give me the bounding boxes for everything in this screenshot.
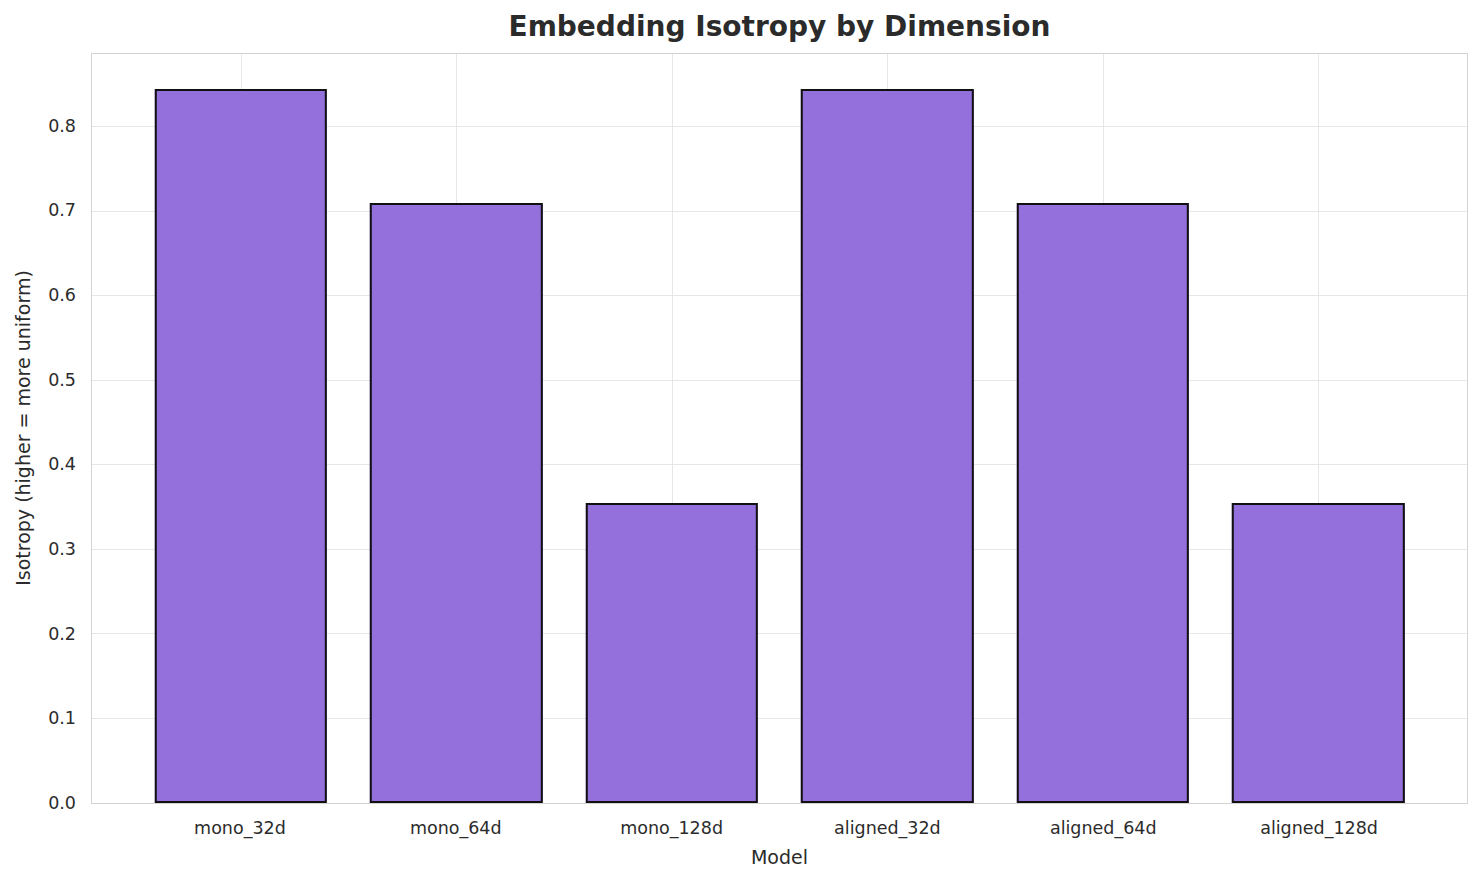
- y-tick-label: 0.6: [48, 287, 76, 305]
- x-tick-label: aligned_64d: [1050, 818, 1157, 838]
- bar-mono_64d: [370, 203, 542, 803]
- x-axis-label: Model: [91, 846, 1468, 868]
- x-tick-label: mono_64d: [410, 818, 502, 838]
- bar-aligned_32d: [801, 89, 973, 803]
- y-tick-label: 0.0: [48, 795, 76, 813]
- y-tick-label: 0.4: [48, 457, 76, 475]
- x-axis-tick-labels: mono_32d mono_64d mono_128d aligned_32d alig…: [91, 804, 1468, 846]
- bar-aligned_64d: [1017, 203, 1189, 803]
- y-tick-label: 0.1: [48, 711, 76, 729]
- x-tick-label: aligned_128d: [1260, 818, 1378, 838]
- bar-aligned_128d: [1232, 503, 1404, 803]
- bar-mono_32d: [155, 89, 327, 803]
- x-tick-label: mono_128d: [620, 818, 723, 838]
- x-tick-label: aligned_32d: [834, 818, 941, 838]
- plot-area: [91, 53, 1468, 804]
- y-tick-label: 0.2: [48, 626, 76, 644]
- y-tick-label: 0.7: [48, 203, 76, 221]
- x-tick-label: mono_32d: [194, 818, 286, 838]
- bar-chart: Embedding Isotropy by Dimension Isotropy…: [0, 0, 1484, 885]
- y-tick-label: 0.3: [48, 541, 76, 559]
- chart-title: Embedding Isotropy by Dimension: [91, 10, 1468, 43]
- y-tick-label: 0.8: [48, 118, 76, 136]
- y-tick-label: 0.5: [48, 372, 76, 390]
- y-axis-tick-labels: 0.00.10.20.30.40.50.60.70.8: [0, 53, 76, 804]
- bar-mono_128d: [586, 503, 758, 803]
